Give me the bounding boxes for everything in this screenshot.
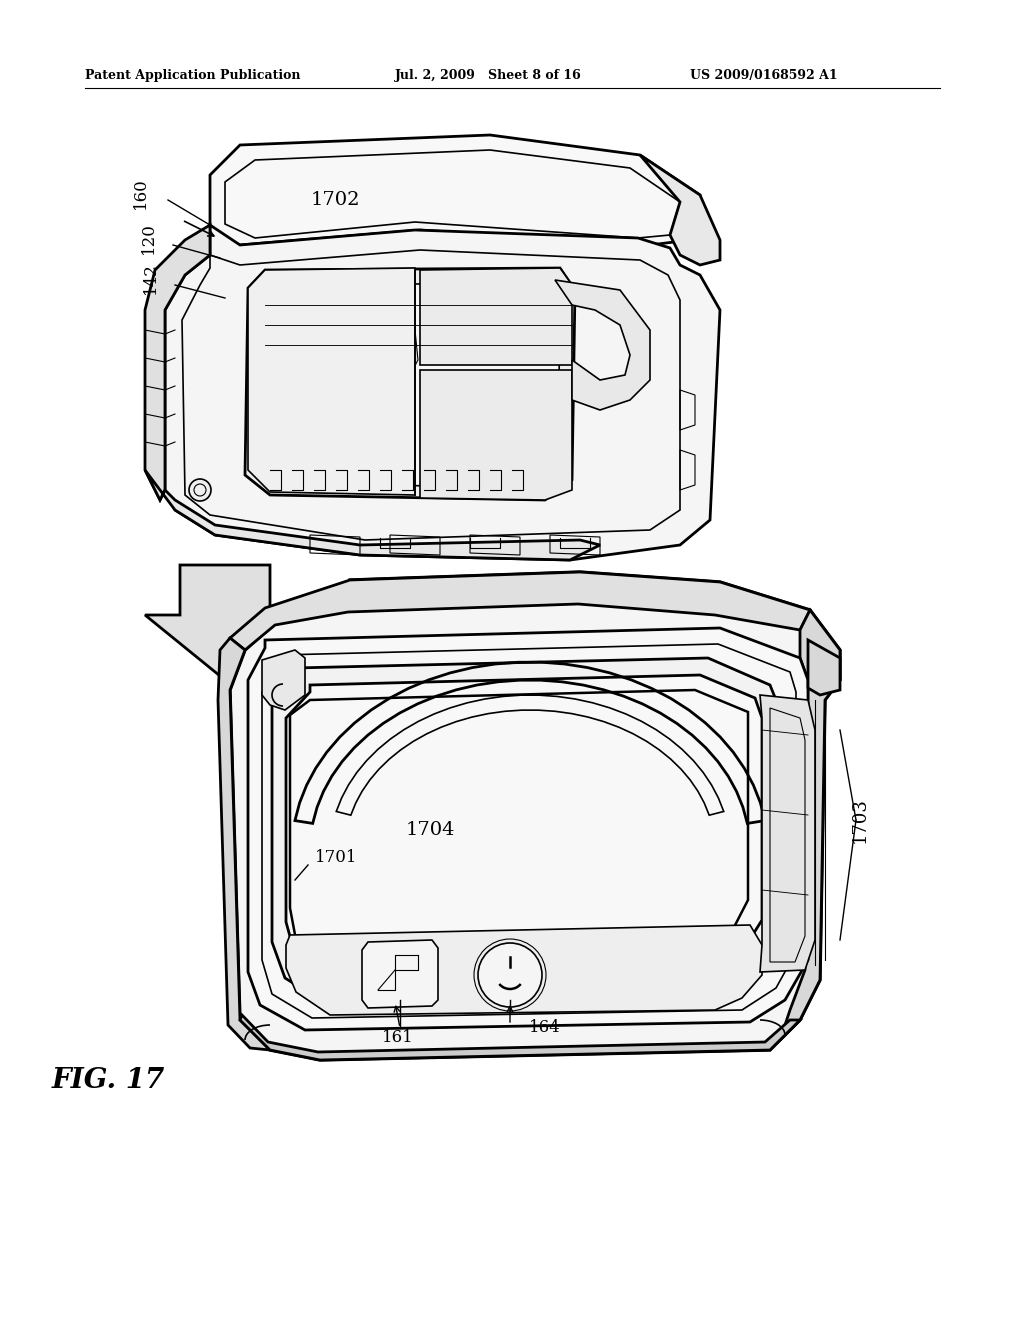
Text: 120: 120 bbox=[139, 222, 157, 253]
Text: 164: 164 bbox=[529, 1019, 561, 1036]
Polygon shape bbox=[240, 1015, 800, 1060]
Polygon shape bbox=[760, 696, 815, 972]
Polygon shape bbox=[165, 224, 720, 560]
Text: 1702: 1702 bbox=[310, 191, 359, 209]
Polygon shape bbox=[362, 940, 438, 1008]
Polygon shape bbox=[230, 572, 810, 649]
Text: Jul. 2, 2009   Sheet 8 of 16: Jul. 2, 2009 Sheet 8 of 16 bbox=[395, 69, 582, 82]
Polygon shape bbox=[230, 572, 840, 1060]
Polygon shape bbox=[640, 154, 720, 265]
Polygon shape bbox=[145, 565, 305, 680]
Polygon shape bbox=[210, 135, 700, 246]
Text: US 2009/0168592 A1: US 2009/0168592 A1 bbox=[690, 69, 838, 82]
Polygon shape bbox=[286, 675, 762, 978]
Polygon shape bbox=[383, 330, 418, 378]
Polygon shape bbox=[248, 268, 415, 495]
Polygon shape bbox=[262, 649, 305, 710]
Text: FIG. 17: FIG. 17 bbox=[51, 1067, 165, 1093]
Polygon shape bbox=[286, 925, 762, 1015]
Polygon shape bbox=[420, 268, 572, 366]
Text: 1703: 1703 bbox=[851, 797, 869, 843]
Polygon shape bbox=[420, 370, 572, 500]
Polygon shape bbox=[272, 657, 778, 1001]
Text: 1701: 1701 bbox=[315, 850, 357, 866]
Polygon shape bbox=[245, 268, 575, 500]
Text: 142: 142 bbox=[141, 263, 159, 294]
Circle shape bbox=[189, 479, 211, 502]
Text: 160: 160 bbox=[131, 177, 148, 209]
Circle shape bbox=[478, 942, 542, 1007]
Text: 1704: 1704 bbox=[406, 821, 455, 840]
Polygon shape bbox=[780, 610, 840, 1040]
Polygon shape bbox=[248, 628, 808, 1030]
Text: 161: 161 bbox=[382, 1030, 414, 1047]
Polygon shape bbox=[218, 638, 270, 1049]
Polygon shape bbox=[555, 280, 650, 411]
Polygon shape bbox=[260, 282, 560, 488]
Text: Patent Application Publication: Patent Application Publication bbox=[85, 69, 300, 82]
Polygon shape bbox=[808, 640, 840, 696]
Polygon shape bbox=[145, 470, 600, 560]
Polygon shape bbox=[145, 224, 210, 500]
